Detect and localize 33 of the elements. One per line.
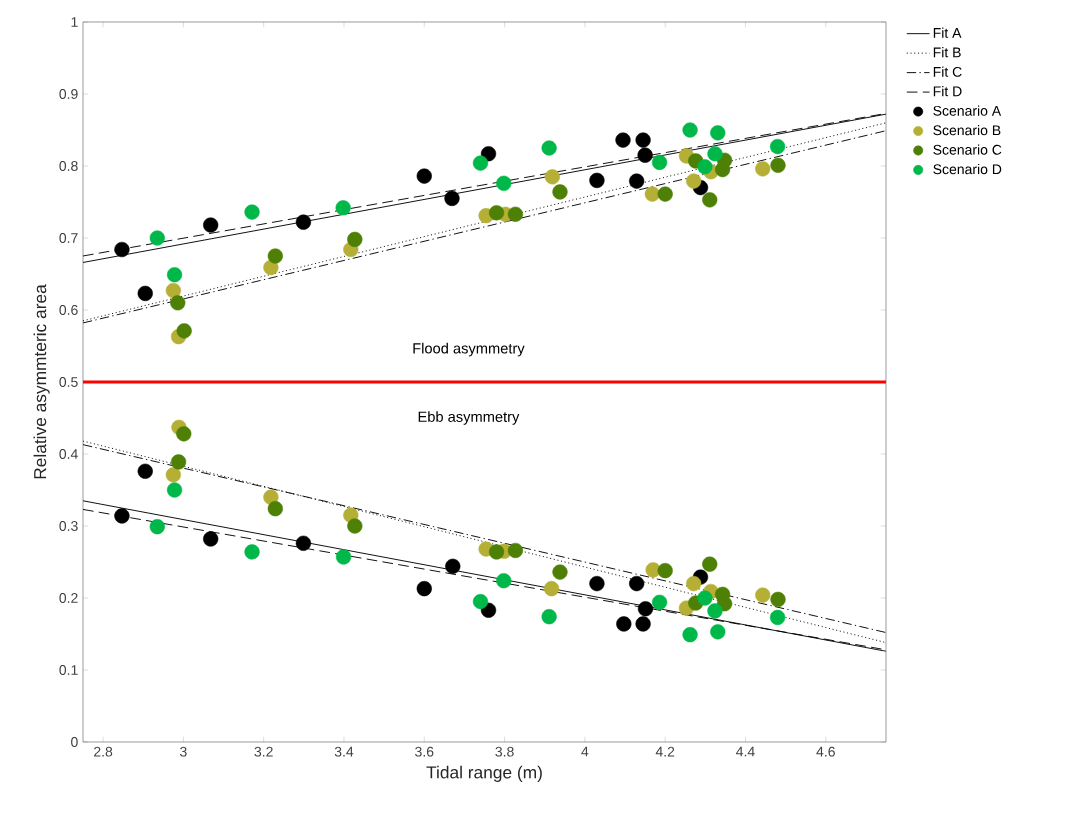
- y-tick-label: 0.8: [59, 161, 78, 171]
- y-axis-title: Relative asymmteric area: [33, 284, 50, 479]
- legend-label: Fit A: [933, 27, 962, 38]
- annotation: Ebb asymmetry: [418, 411, 520, 425]
- x-tick-label: 4.6: [816, 746, 835, 757]
- legend-label: Scenario D: [933, 163, 1002, 175]
- y-tick-label: 0: [71, 737, 78, 747]
- x-tick-label: 4.2: [655, 746, 675, 757]
- legend-label: Scenario C: [933, 144, 1002, 155]
- y-tick-label: 0.6: [59, 305, 78, 315]
- x-tick-label: 3: [180, 746, 187, 757]
- legend-label: Scenario A: [933, 105, 1002, 116]
- x-tick-label: 4.4: [736, 746, 755, 757]
- legend-label: Fit B: [933, 47, 961, 58]
- x-tick-label: 3.4: [334, 746, 354, 757]
- legend-label: Scenario B: [933, 124, 1001, 136]
- y-tick-label: 0.5: [59, 377, 78, 387]
- y-tick-label: 0.7: [59, 233, 78, 243]
- x-tick-label: 3.8: [495, 746, 514, 757]
- x-tick-label: 4: [581, 746, 589, 757]
- x-axis-title: Tidal range (m): [426, 765, 542, 782]
- x-tick-label: 3.2: [254, 746, 273, 757]
- legend-label: Fit D: [933, 86, 962, 97]
- x-tick-label: 2.8: [94, 746, 113, 757]
- y-tick-label: 0.2: [59, 593, 78, 603]
- y-tick-label: 0.9: [59, 89, 78, 99]
- y-tick-label: 1: [71, 17, 78, 27]
- annotation: Flood asymmetry: [413, 342, 525, 357]
- legend-label: Fit C: [933, 66, 962, 77]
- y-tick-label: 0.4: [59, 449, 78, 459]
- y-tick-label: 0.1: [59, 665, 78, 675]
- x-tick-label: 3.6: [415, 746, 434, 757]
- y-tick-label: 0.3: [59, 521, 78, 531]
